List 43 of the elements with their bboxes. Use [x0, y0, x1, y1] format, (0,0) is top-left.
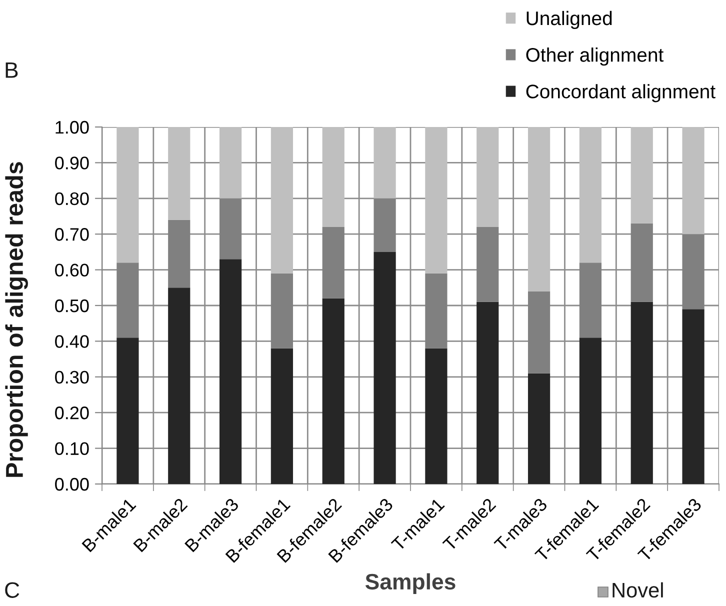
bar — [528, 127, 550, 292]
bar — [425, 127, 448, 274]
y-tick-label: 0.10 — [55, 442, 89, 456]
y-tick-label: 0.60 — [55, 264, 89, 277]
text: Novel — [612, 582, 663, 598]
y-tick-label: 1.00 — [56, 120, 89, 134]
bar — [116, 127, 139, 263]
bar — [579, 127, 602, 263]
bar — [219, 127, 242, 198]
y-tick-label: 0.90 — [55, 156, 89, 170]
y-tick-label: 0.70 — [55, 228, 89, 241]
y-tick-label: 0.40 — [55, 335, 89, 348]
y-tick-label: 0.20 — [55, 406, 89, 420]
legend-label: Unaligned — [526, 10, 612, 30]
bar — [528, 373, 550, 484]
x-axis-title: Samples — [365, 573, 456, 594]
bar — [630, 127, 653, 224]
bar — [219, 259, 242, 484]
bar — [425, 348, 448, 484]
bar — [476, 302, 499, 484]
bar — [630, 302, 653, 484]
bar — [116, 338, 139, 484]
bar — [579, 338, 602, 484]
bar — [682, 127, 704, 234]
legend-label: Concordant alignment — [526, 84, 716, 102]
bar — [270, 348, 294, 484]
bar — [374, 252, 396, 484]
bar — [322, 298, 344, 484]
y-tick-label: 0.00 — [55, 478, 89, 491]
bar — [374, 127, 396, 198]
y-axis-title: Proportion of aligned reads — [5, 162, 28, 477]
text: C — [5, 582, 20, 598]
bar — [168, 288, 190, 484]
y-tick-label: 0.30 — [55, 370, 89, 384]
bar — [476, 127, 499, 227]
bar — [682, 309, 704, 484]
text: B — [6, 62, 18, 78]
bar — [168, 127, 190, 220]
y-tick-label: 0.50 — [55, 299, 89, 312]
bar — [322, 127, 344, 227]
bar — [270, 127, 294, 274]
y-tick-label: 0.80 — [55, 192, 89, 206]
legend-label: Other alignment — [526, 48, 664, 66]
